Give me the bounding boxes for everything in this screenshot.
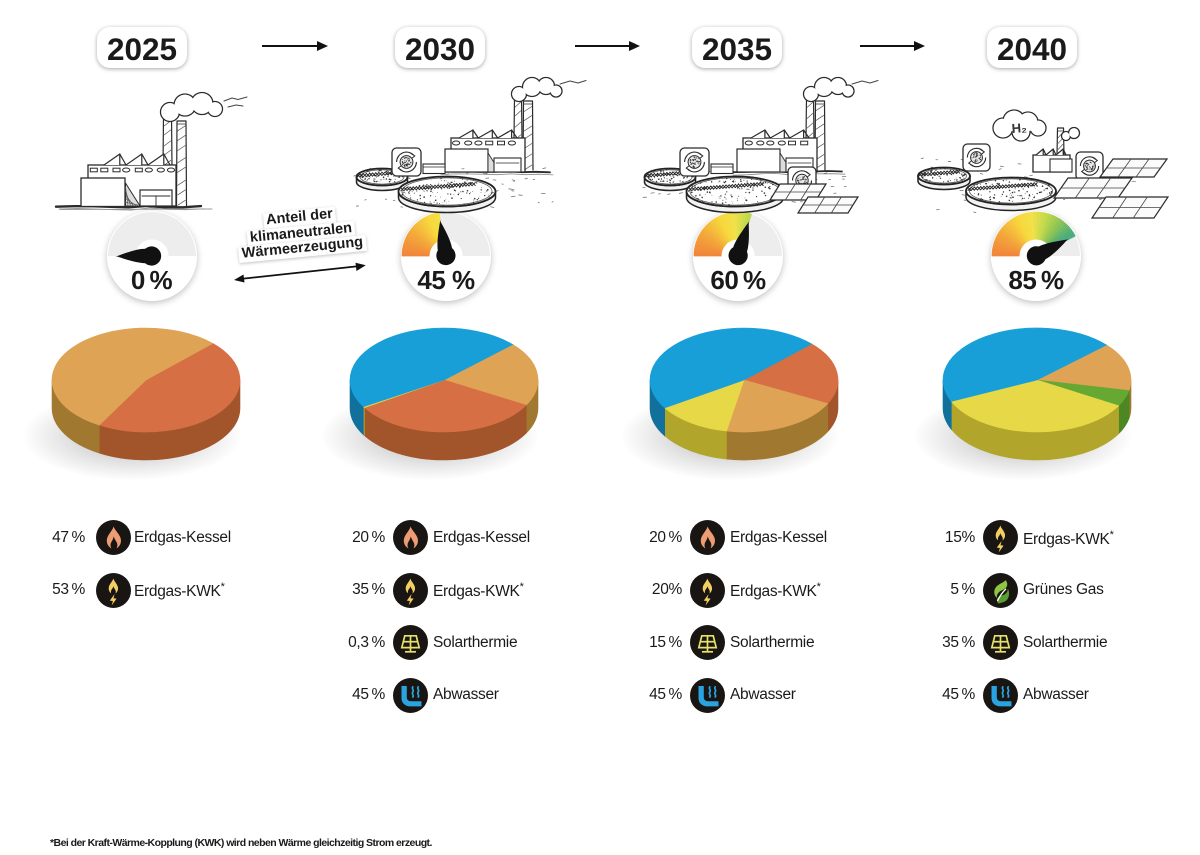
svg-text:H₂: H₂ [1011,120,1027,136]
